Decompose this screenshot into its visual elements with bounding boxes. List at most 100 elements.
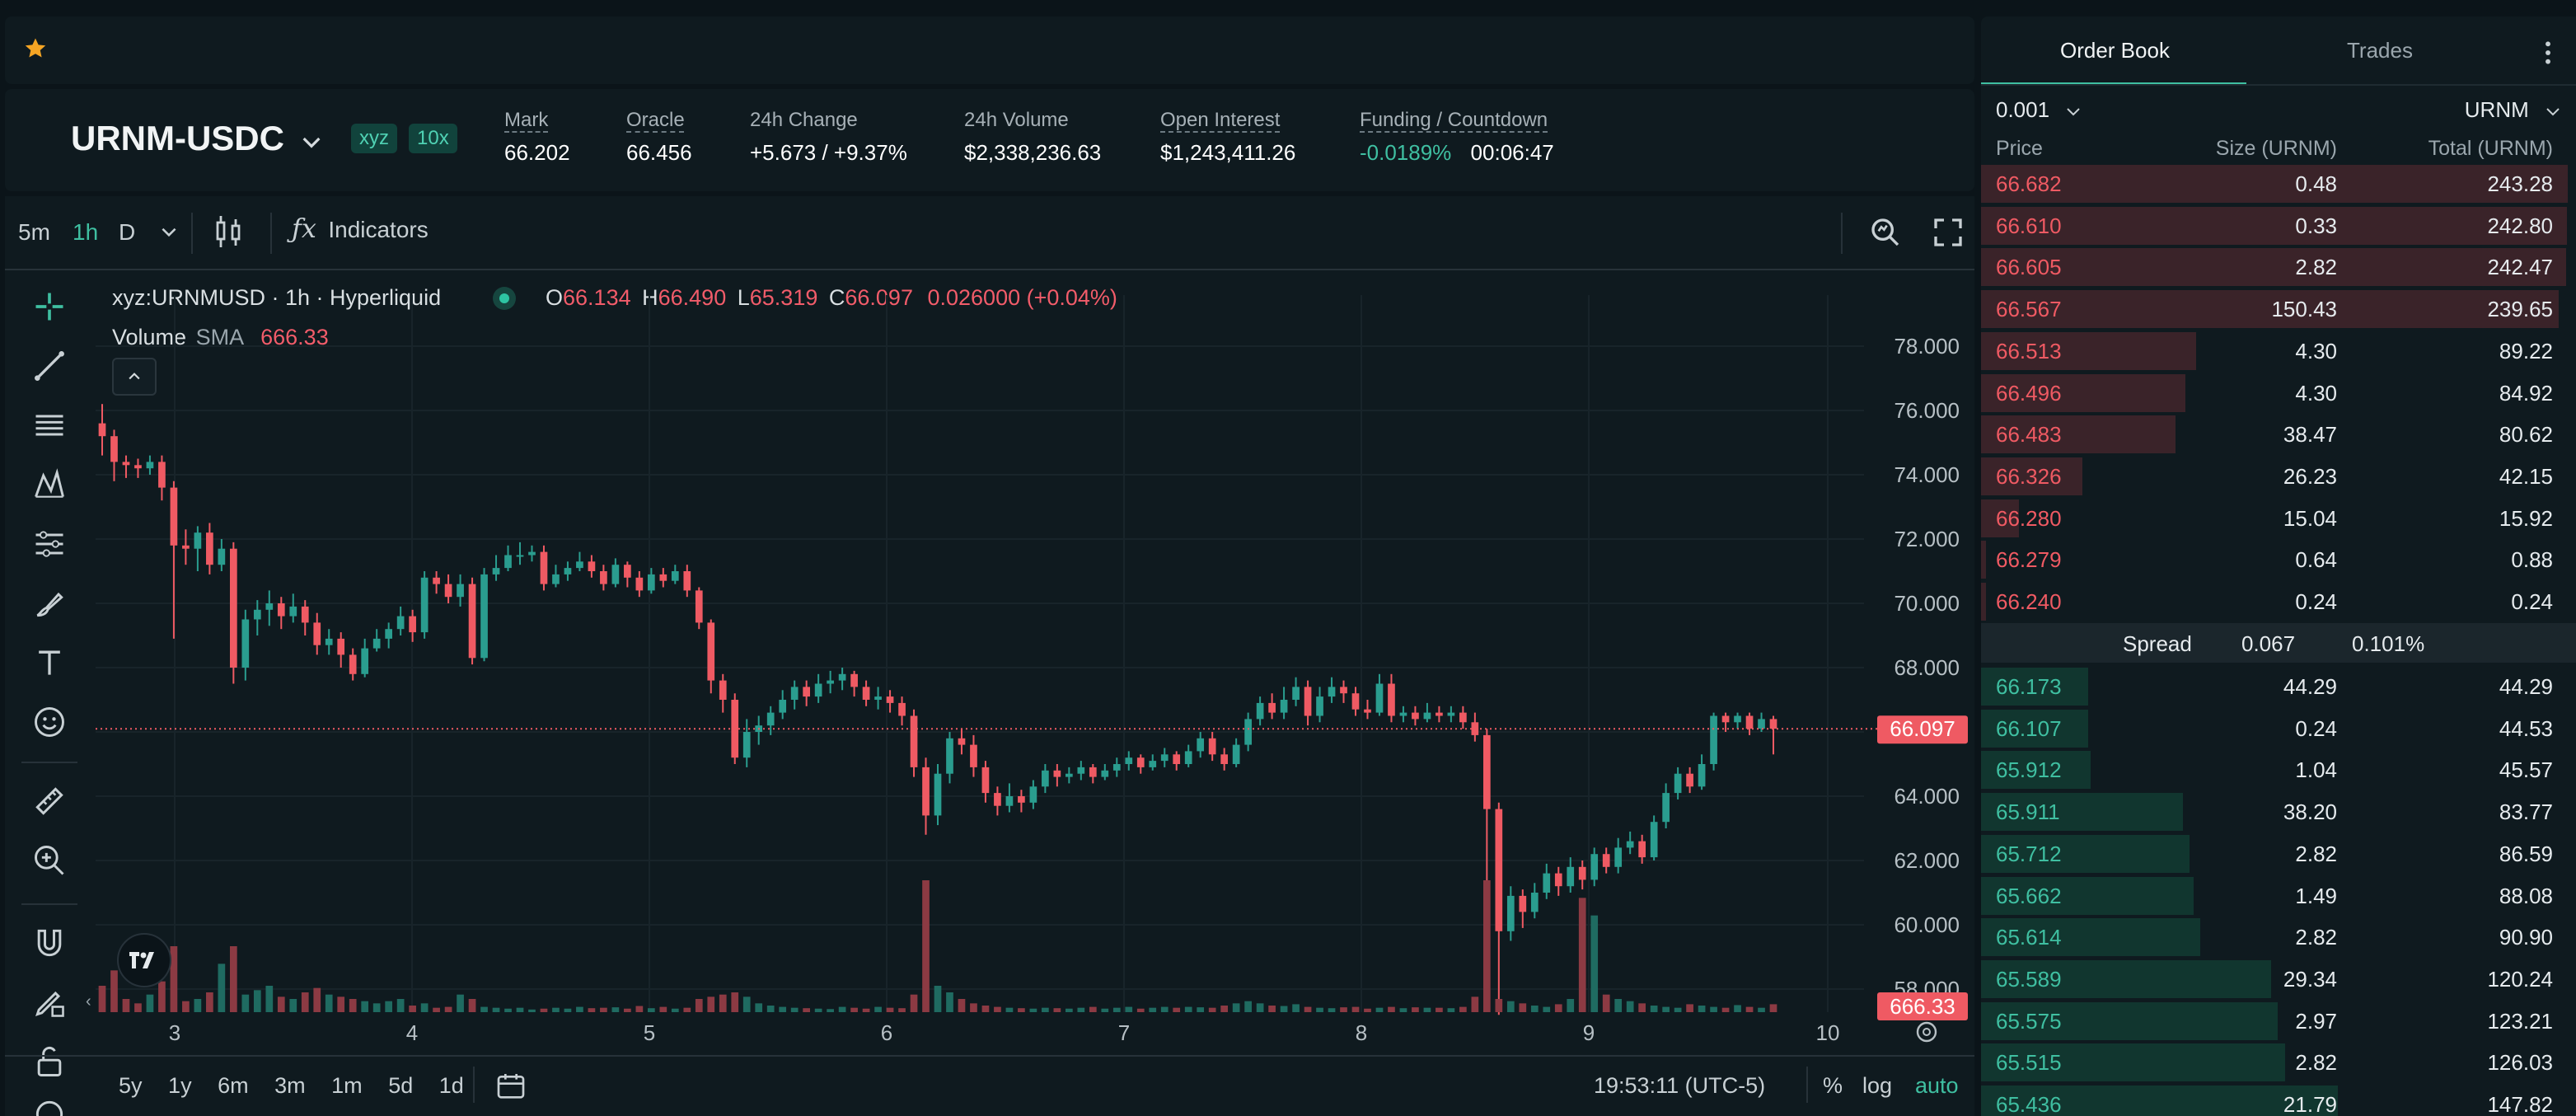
range-1m[interactable]: 1m (331, 1073, 363, 1098)
stat-24h-change: 24h Change +5.673 / +9.37% (750, 109, 907, 166)
ask-row[interactable]: 66.279 0.64 0.88 (1981, 539, 2576, 580)
percent-toggle[interactable]: % (1823, 1073, 1843, 1098)
candle (827, 680, 834, 684)
chevron-down-icon[interactable] (298, 129, 325, 159)
top-bar (5, 16, 1974, 84)
text-tool-icon[interactable] (26, 640, 73, 686)
candle (1530, 893, 1539, 912)
volume-bar (1042, 1007, 1049, 1012)
bid-row[interactable]: 65.575 2.97 123.21 (1981, 1001, 2576, 1042)
log-toggle[interactable]: log (1862, 1073, 1893, 1098)
interval-d[interactable]: D (119, 219, 136, 245)
clock[interactable]: 19:53:11 (UTC-5) (1594, 1073, 1766, 1098)
tab-trades[interactable]: Trades (2347, 38, 2413, 63)
ask-row[interactable]: 66.513 4.30 89.22 (1981, 331, 2576, 372)
price-chart[interactable]: 78.000 76.000 74.000 72.000 70.000 68.000 66.0… (5, 270, 1974, 1086)
ask-total: 15.92 (2499, 505, 2553, 531)
trend-line-icon[interactable] (26, 343, 73, 389)
collapse-toolbar-icon[interactable]: ‹ (86, 992, 91, 1010)
interval-5m[interactable]: 5m (18, 219, 50, 245)
range-3m[interactable]: 3m (274, 1073, 306, 1098)
depth-bar (1981, 541, 1986, 579)
auto-toggle[interactable]: auto (1915, 1073, 1959, 1098)
magnet-icon[interactable] (26, 920, 73, 966)
ask-row[interactable]: 66.326 26.23 42.15 (1981, 456, 2576, 497)
range-5d[interactable]: 5d (388, 1073, 414, 1098)
tradingview-logo-icon[interactable] (117, 933, 171, 987)
unlock-icon[interactable] (26, 1039, 73, 1085)
volume-bar (241, 994, 250, 1012)
bid-row[interactable]: 65.589 29.34 120.24 (1981, 959, 2576, 1000)
collapse-legend-button[interactable] (112, 358, 157, 396)
candle (1065, 773, 1073, 777)
interval-1h[interactable]: 1h (73, 219, 99, 245)
bid-row[interactable]: 66.107 0.24 44.53 (1981, 708, 2576, 749)
bid-row[interactable]: 65.912 1.04 45.57 (1981, 749, 2576, 790)
zoom-search-icon[interactable] (1869, 216, 1902, 253)
chevron-down-icon[interactable] (158, 221, 180, 246)
volume-bar (600, 1007, 607, 1012)
candle (289, 606, 297, 617)
range-1d[interactable]: 1d (438, 1073, 464, 1098)
candle (325, 638, 333, 645)
volume-bar (1495, 999, 1503, 1012)
range-1y[interactable]: 1y (168, 1073, 192, 1098)
candle (1590, 854, 1599, 880)
forecast-icon[interactable] (26, 521, 73, 567)
unit-select[interactable]: URNM (2465, 97, 2563, 123)
bid-size: 2.82 (2295, 925, 2337, 950)
bid-row[interactable]: 66.173 44.29 44.29 (1981, 666, 2576, 707)
pattern-icon[interactable] (26, 462, 73, 508)
tick-size-select[interactable]: 0.001 (1996, 97, 2083, 123)
eye-icon[interactable] (26, 1091, 73, 1116)
volume-bar (146, 994, 154, 1012)
range-5y[interactable]: 5y (119, 1073, 143, 1098)
ask-row[interactable]: 66.483 38.47 80.62 (1981, 414, 2576, 455)
candle (158, 462, 166, 488)
indicators-button[interactable]: ƒx Indicators (292, 213, 429, 244)
pair-selector[interactable]: URNM-USDC (71, 119, 284, 158)
bid-row[interactable]: 65.911 38.20 83.77 (1981, 791, 2576, 832)
ask-row[interactable]: 66.605 2.82 242.47 (1981, 246, 2576, 288)
volume-bar (779, 1006, 787, 1012)
bid-row[interactable]: 65.515 2.82 126.03 (1981, 1042, 2576, 1083)
ruler-icon[interactable] (26, 778, 73, 824)
volume-bar (1089, 1006, 1097, 1012)
price-tick: 64.000 (1894, 784, 1960, 809)
candle (1626, 841, 1634, 848)
ask-row[interactable]: 66.682 0.48 243.28 (1981, 163, 2576, 204)
candles-type-icon[interactable] (213, 214, 246, 255)
bid-row[interactable]: 65.436 21.79 147.82 (1981, 1084, 2576, 1116)
crosshair-icon[interactable] (26, 284, 73, 330)
range-6m[interactable]: 6m (218, 1073, 249, 1098)
ask-row[interactable]: 66.567 150.43 239.65 (1981, 288, 2576, 330)
candle (1364, 709, 1371, 713)
date-range-icon[interactable] (494, 1070, 527, 1107)
time-tick: 5 (644, 1020, 655, 1045)
ask-row[interactable]: 66.610 0.33 242.80 (1981, 205, 2576, 246)
brush-icon[interactable] (26, 580, 73, 626)
ask-size: 0.24 (2295, 589, 2337, 614)
candle (385, 629, 393, 639)
ask-row[interactable]: 66.240 0.24 0.24 (1981, 581, 2576, 622)
more-vertical-icon[interactable] (2543, 40, 2553, 70)
favorite-star-icon[interactable] (23, 36, 48, 65)
axis-settings-icon[interactable] (1916, 1021, 1937, 1043)
bid-row[interactable]: 65.662 1.49 88.08 (1981, 875, 2576, 917)
zoom-in-icon[interactable] (26, 837, 73, 884)
volume-bar (1734, 1005, 1741, 1012)
ask-row[interactable]: 66.496 4.30 84.92 (1981, 373, 2576, 414)
lock-drawing-icon[interactable] (26, 979, 73, 1025)
emoji-icon[interactable] (26, 699, 73, 745)
candle (695, 590, 703, 623)
bid-row[interactable]: 65.712 2.82 86.59 (1981, 833, 2576, 875)
candle (1232, 744, 1240, 764)
bid-row[interactable]: 65.614 2.82 90.90 (1981, 917, 2576, 958)
tab-order-book[interactable]: Order Book (2060, 38, 2170, 63)
candle (265, 603, 274, 610)
ask-row[interactable]: 66.280 15.04 15.92 (1981, 498, 2576, 539)
fullscreen-icon[interactable] (1932, 216, 1965, 253)
bid-total: 126.03 (2487, 1050, 2553, 1076)
fib-levels-icon[interactable] (26, 402, 73, 448)
candle (1053, 770, 1061, 777)
